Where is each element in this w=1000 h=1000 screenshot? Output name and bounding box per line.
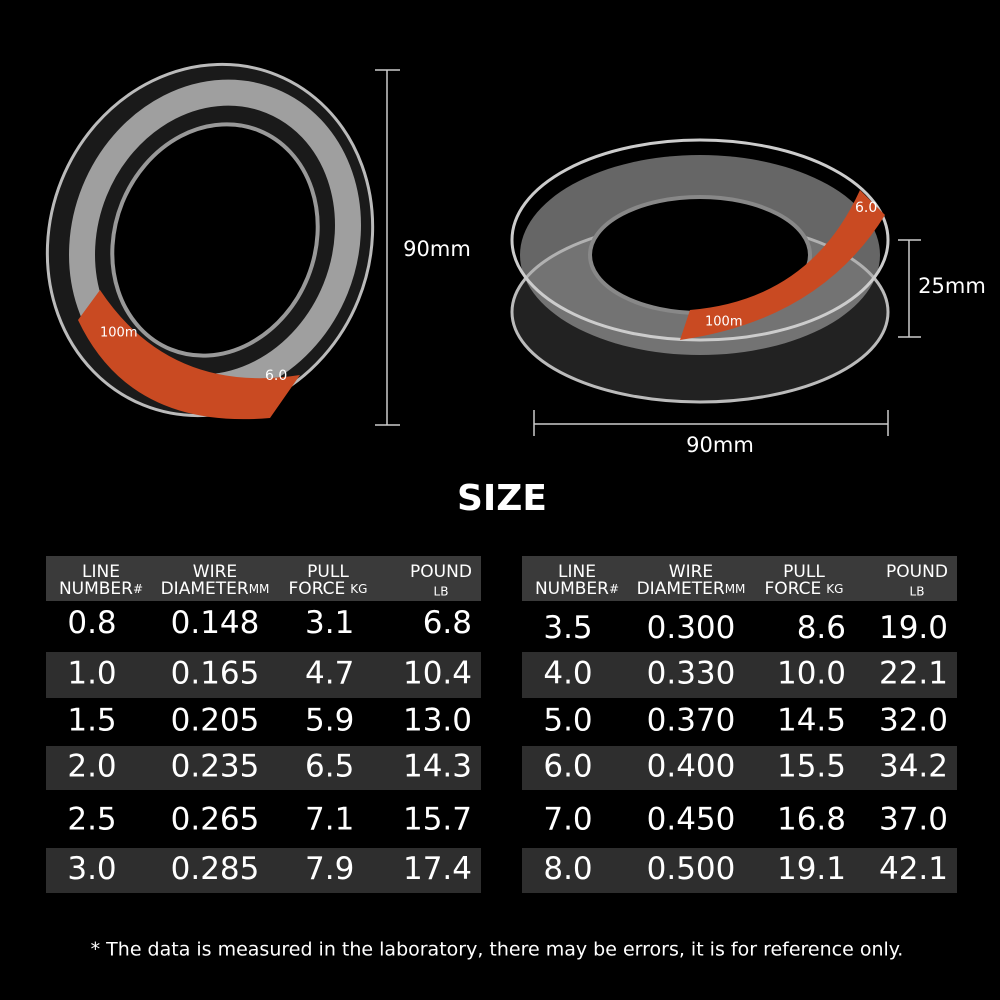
table-cell: 6.0: [543, 749, 592, 785]
row-bg: [46, 848, 481, 893]
dimension-lines: [375, 69, 921, 436]
table-cell: 14.5: [777, 703, 846, 739]
table-cell: 7.9: [305, 851, 354, 887]
spool-number: 6.0: [855, 200, 877, 216]
table-cell: 8.6: [797, 610, 846, 646]
header-top: LINE: [82, 562, 120, 582]
table-header-bg: [522, 556, 957, 601]
table-cell: 2.5: [67, 802, 116, 838]
table-cell: 0.8: [67, 605, 116, 641]
table-cell: 0.148: [171, 605, 260, 641]
header-top: PULL: [783, 562, 825, 582]
table-cell: 17.4: [403, 851, 472, 887]
spool-length: 100m: [705, 315, 742, 330]
table-cell: 0.400: [647, 749, 736, 785]
table-cell: 6.5: [305, 749, 354, 785]
header-bottom-text: NUMBER: [535, 579, 609, 599]
dimension-label: 90mm: [686, 433, 754, 457]
header-bottom-text: FORCE: [765, 579, 822, 599]
table-cell: 16.8: [777, 802, 846, 838]
row-bg: [522, 848, 957, 893]
header-top: PULL: [307, 562, 349, 582]
spool-length: 100m: [100, 326, 137, 341]
table-cell: 0.300: [647, 610, 736, 646]
header-top: WIRE: [669, 562, 713, 582]
header-bottom: NUMBER#: [59, 579, 143, 599]
table-cell: 0.205: [171, 703, 260, 739]
header-unit: MM: [725, 582, 746, 596]
header-bottom-text: DIAMETER: [637, 579, 725, 599]
table-cell: 5.9: [305, 703, 354, 739]
footnote: * The data is measured in the laboratory…: [91, 939, 904, 961]
title: SIZE: [457, 478, 547, 519]
table-cell: 4.7: [305, 656, 354, 692]
table-cell: 0.285: [171, 851, 260, 887]
header-unit: KG: [826, 582, 843, 596]
table-cell: 3.0: [67, 851, 116, 887]
table-cell: 3.5: [543, 610, 592, 646]
row-bg: [522, 652, 957, 698]
spool-right: 100m 6.0: [510, 138, 890, 404]
header-bottom: NUMBER#: [535, 579, 619, 599]
header-top: POUND: [410, 562, 472, 582]
header-top: POUND: [886, 562, 948, 582]
table-cell: 0.265: [171, 802, 260, 838]
table-header-bg: [46, 556, 481, 601]
header-unit: #: [609, 582, 619, 596]
header-bottom-text: FORCE: [289, 579, 346, 599]
header-unit: #: [133, 582, 143, 596]
spool-left: 100m 6.0: [45, 62, 375, 420]
table-cell: 22.1: [879, 656, 948, 692]
table-cell: 6.8: [423, 605, 472, 641]
table-cell: 10.0: [777, 656, 846, 692]
header-unit: MM: [249, 582, 270, 596]
table-cell: 0.235: [171, 749, 260, 785]
header-bottom-text: NUMBER: [59, 579, 133, 599]
table-cell: 19.0: [879, 610, 948, 646]
table-cell: 2.0: [67, 749, 116, 785]
table-cell: 10.4: [403, 656, 472, 692]
table-cell: 7.0: [543, 802, 592, 838]
table-cell: 42.1: [879, 851, 948, 887]
header-bottom: DIAMETERMM: [161, 579, 270, 599]
table-cell: 14.3: [403, 749, 472, 785]
header-unit: LB: [434, 585, 449, 599]
table-cell: 15.5: [777, 749, 846, 785]
spool-number: 6.0: [265, 368, 287, 384]
table-cell: 32.0: [879, 703, 948, 739]
table-cell: 37.0: [879, 802, 948, 838]
table-cell: 0.370: [647, 703, 736, 739]
table-cell: 0.500: [647, 851, 736, 887]
row-bg: [522, 746, 957, 790]
header-bottom-text: DIAMETER: [161, 579, 249, 599]
header-bottom: FORCE KG: [765, 579, 844, 599]
table-cell: 1.5: [67, 703, 116, 739]
header-unit: KG: [350, 582, 367, 596]
table-cell: 5.0: [543, 703, 592, 739]
header-top: WIRE: [193, 562, 237, 582]
header-top: LINE: [558, 562, 596, 582]
table-cell: 1.0: [67, 656, 116, 692]
row-bg: [46, 746, 481, 790]
table-cell: 8.0: [543, 851, 592, 887]
table-cell: 0.165: [171, 656, 260, 692]
table-cell: 34.2: [879, 749, 948, 785]
table-cell: 19.1: [777, 851, 846, 887]
header-bottom: DIAMETERMM: [637, 579, 746, 599]
table-cell: 0.330: [647, 656, 736, 692]
table-cell: 0.450: [647, 802, 736, 838]
dimension-label: 25mm: [918, 274, 986, 298]
table-cell: 13.0: [403, 703, 472, 739]
row-bg: [46, 652, 481, 698]
table-cell: 3.1: [305, 605, 354, 641]
table-cell: 4.0: [543, 656, 592, 692]
header-bottom: FORCE KG: [289, 579, 368, 599]
header-unit: LB: [910, 585, 925, 599]
table-cell: 15.7: [403, 802, 472, 838]
dimension-label: 90mm: [403, 237, 471, 261]
table-cell: 7.1: [305, 802, 354, 838]
